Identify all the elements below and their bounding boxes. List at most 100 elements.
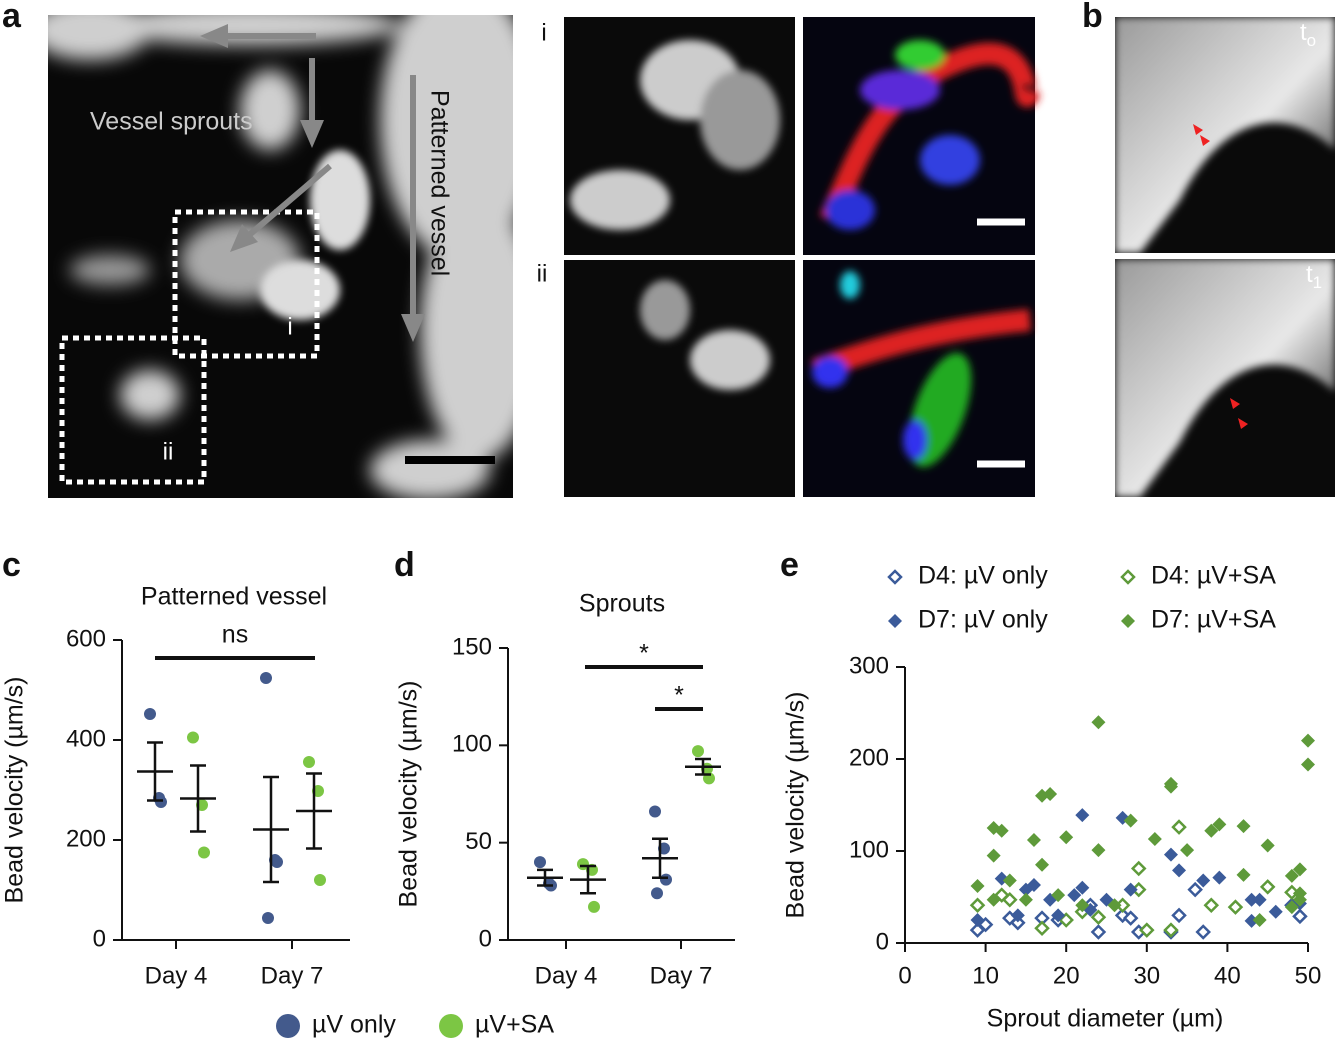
- time-label: to: [1300, 19, 1316, 50]
- point: [1034, 920, 1050, 937]
- point: [1130, 860, 1147, 877]
- point: [1292, 908, 1308, 925]
- dot: [314, 874, 326, 886]
- inset-box: [59, 335, 207, 485]
- dot: [534, 856, 546, 869]
- micrograph-inset: [564, 17, 1041, 497]
- x-tick-label: 20: [1053, 962, 1080, 989]
- point: [1043, 786, 1058, 801]
- point: [1122, 910, 1139, 926]
- x-tick-label: 40: [1214, 962, 1241, 989]
- significance-label: ns: [222, 621, 248, 649]
- y-tick-label: 50: [465, 828, 492, 855]
- point: [1091, 843, 1106, 858]
- point: [1051, 908, 1066, 923]
- point: [1090, 924, 1107, 940]
- point: [1139, 922, 1155, 938]
- error-bar: [695, 757, 711, 776]
- y-tick-label: 400: [66, 725, 106, 752]
- point: [1010, 908, 1025, 923]
- legend-label: D4: µV+SA: [1151, 562, 1276, 590]
- y-axis-label: Bead velocity (µm/s): [782, 692, 810, 919]
- point: [1212, 870, 1227, 885]
- point: [1292, 892, 1307, 907]
- x-tick-label: Day 4: [535, 962, 598, 989]
- box-label: i: [287, 313, 292, 340]
- point: [1301, 757, 1315, 772]
- point: [1075, 880, 1090, 895]
- error-bar: [263, 775, 279, 884]
- x-tick-label: 50: [1295, 962, 1322, 989]
- point: [1260, 838, 1275, 853]
- legend-marker: [276, 1014, 300, 1038]
- point: [1123, 882, 1138, 897]
- panel-label: e: [780, 546, 799, 584]
- y-tick-label: 100: [452, 731, 492, 758]
- point: [1252, 913, 1267, 927]
- dot: [651, 887, 663, 900]
- point: [970, 913, 985, 927]
- point: [1035, 857, 1050, 872]
- point: [1107, 898, 1122, 913]
- legend-marker: [887, 569, 903, 585]
- legend-label: D7: µV+SA: [1151, 606, 1276, 634]
- point: [1204, 823, 1219, 838]
- micrograph-a: [48, 15, 513, 498]
- legend-label: D7: µV only: [918, 606, 1048, 634]
- image-label: Vessel sprouts: [90, 108, 253, 136]
- legend-label: µV+SA: [475, 1011, 554, 1039]
- point: [1018, 892, 1033, 907]
- dot: [144, 708, 156, 720]
- point: [1244, 913, 1259, 928]
- point: [1002, 873, 1017, 888]
- point: [1075, 898, 1090, 913]
- y-tick-label: 300: [849, 652, 889, 679]
- point: [1227, 899, 1244, 915]
- panel-label: a: [2, 0, 22, 35]
- dot: [649, 805, 661, 818]
- point: [1301, 733, 1315, 748]
- point: [1026, 878, 1041, 893]
- point: [1284, 900, 1299, 915]
- point: [1180, 843, 1195, 858]
- arrows: [200, 24, 425, 342]
- chart-title: Sprouts: [579, 590, 665, 618]
- point: [1171, 907, 1187, 924]
- point: [1244, 892, 1259, 907]
- x-tick-label: Day 7: [261, 962, 324, 989]
- point: [1147, 832, 1162, 847]
- point: [1195, 924, 1211, 940]
- significance-label: *: [674, 682, 684, 710]
- dot: [303, 756, 315, 768]
- point: [1163, 847, 1178, 862]
- legend-marker: [888, 614, 902, 628]
- dot: [588, 900, 600, 913]
- panel-label: b: [1082, 0, 1103, 35]
- dot: [262, 912, 274, 924]
- y-tick-label: 200: [66, 825, 106, 852]
- point: [1252, 892, 1267, 907]
- x-tick-label: Day 4: [145, 962, 208, 989]
- point: [1172, 863, 1187, 878]
- inset-box: [172, 209, 320, 359]
- y-tick-label: 600: [66, 625, 106, 652]
- point: [1236, 819, 1251, 834]
- x-axis-label: Sprout diameter (µm): [987, 1005, 1224, 1033]
- point: [969, 922, 986, 938]
- point: [1268, 904, 1283, 919]
- inset-label: ii: [537, 260, 548, 287]
- dot: [187, 731, 199, 744]
- point: [1203, 897, 1220, 914]
- x-tick-label: Day 7: [650, 962, 713, 989]
- point: [1187, 881, 1203, 898]
- point: [1002, 891, 1018, 908]
- panel-label: d: [394, 546, 415, 584]
- error-bar: [190, 764, 206, 833]
- point: [986, 892, 1001, 907]
- point: [1091, 715, 1106, 730]
- point: [1292, 862, 1307, 877]
- panel-label: c: [2, 546, 21, 584]
- y-tick-label: 150: [452, 633, 492, 660]
- point: [1284, 868, 1299, 883]
- dot: [660, 873, 672, 886]
